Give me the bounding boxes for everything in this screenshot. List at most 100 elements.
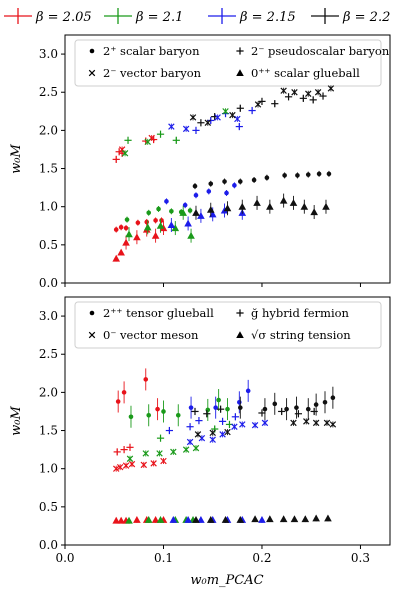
triangle-point — [192, 205, 200, 220]
dot-point — [113, 226, 119, 233]
cross-point — [303, 418, 310, 425]
dot-point — [192, 183, 198, 190]
triangle-point — [251, 515, 259, 523]
triangle-point — [125, 227, 133, 242]
plus-point — [218, 417, 227, 425]
triangle-point — [112, 254, 121, 262]
y-tick-label: 1.0 — [39, 462, 58, 476]
plus-point — [192, 126, 200, 134]
plus-point — [191, 407, 199, 416]
plus-point — [112, 155, 120, 163]
x-tick-label: 0.0 — [55, 551, 74, 565]
cross-point — [182, 446, 190, 453]
plus-point — [186, 423, 194, 431]
panel-top: 0.0 0.5 1.0 1.5 2.0 2.5 3.0 2⁺ scalar baryon 2⁻… — [9, 34, 391, 290]
plus-point — [310, 407, 318, 416]
plus-point — [258, 97, 266, 105]
dot-point — [121, 381, 127, 404]
legend-marker — [89, 310, 95, 316]
cross-point — [140, 461, 148, 469]
x-tick-label: 0.3 — [351, 551, 370, 565]
cross-point — [170, 448, 177, 456]
triangle-point — [238, 199, 247, 214]
triangle-point — [206, 202, 215, 217]
plus-point — [156, 130, 165, 138]
dot-point — [118, 224, 124, 231]
plot-frame — [64, 296, 391, 546]
dot-point — [238, 178, 243, 185]
triangle-point — [187, 228, 195, 243]
dot-point — [135, 219, 141, 226]
legend-box — [74, 301, 382, 349]
cross-point — [329, 421, 337, 428]
dot-point — [305, 398, 311, 421]
dot-point — [175, 404, 181, 427]
triangle-point — [197, 516, 205, 523]
legend-marker — [88, 331, 96, 339]
dot-point — [193, 192, 199, 199]
legend-label: 2⁻ vector baryon — [103, 66, 202, 80]
y-tick-label: 2.0 — [39, 385, 58, 399]
cross-point — [312, 419, 320, 427]
beta-legend-label: β = 2.1 — [135, 10, 183, 25]
legend-label: 0⁻ vector meson — [103, 328, 199, 342]
cross-point — [323, 419, 331, 427]
y-tick-label: 0.0 — [39, 538, 58, 552]
dot-point — [237, 391, 242, 414]
triangle-point — [117, 248, 125, 256]
beta-legend-label: β = 2.05 — [35, 10, 92, 25]
cross-point — [182, 125, 190, 133]
triangle-point — [184, 216, 192, 231]
dot-point — [294, 396, 299, 419]
legend-box — [74, 39, 382, 87]
legend-marker — [236, 69, 244, 77]
cross-point — [209, 429, 216, 437]
triangle-point — [253, 195, 261, 210]
triangle-point — [125, 516, 133, 524]
plus-point — [203, 410, 211, 418]
plus-point — [271, 100, 279, 108]
triangle-point — [266, 515, 274, 523]
triangle-point — [324, 514, 332, 522]
triangle-point — [122, 235, 130, 250]
triangle-point — [312, 514, 320, 522]
plus-point — [195, 417, 203, 425]
legend-label: 0⁺⁺ scalar glueball — [251, 66, 360, 80]
plus-point — [217, 405, 225, 413]
triangle-point — [279, 193, 288, 208]
y-tick-label: 3.0 — [39, 309, 58, 323]
triangle-point — [322, 199, 330, 214]
triangle-point — [236, 516, 245, 523]
dot-point — [182, 202, 188, 209]
plus-point — [299, 94, 307, 102]
triangle-point — [223, 201, 232, 216]
cross-point — [116, 463, 124, 471]
legend-marker — [89, 48, 95, 54]
cross-point — [254, 101, 262, 108]
plus-point — [309, 96, 317, 104]
dot-point — [143, 368, 149, 391]
triangle-point — [221, 516, 230, 523]
legend-label: 2⁺⁺ tensor glueball — [103, 306, 214, 320]
cross-point — [239, 421, 246, 428]
y-tick-label: 1.0 — [39, 200, 58, 214]
triangle-point — [133, 230, 141, 245]
triangle-point — [197, 208, 205, 223]
cross-point — [189, 114, 197, 121]
dot-point — [146, 404, 152, 427]
x-tick-label: 0.2 — [252, 551, 271, 565]
triangle-point — [258, 516, 266, 523]
cross-point — [251, 421, 259, 429]
dot-point — [284, 398, 289, 421]
cross-point — [168, 123, 175, 130]
triangle-point — [310, 205, 318, 220]
cross-point — [261, 419, 269, 427]
plus-point — [172, 136, 180, 144]
plus-point — [231, 413, 239, 421]
triangle-point — [300, 199, 309, 214]
plus-point — [236, 104, 244, 112]
legend-label: ğ hybrid fermion — [251, 306, 350, 320]
cross-point — [214, 114, 221, 121]
cross-point — [118, 146, 126, 153]
